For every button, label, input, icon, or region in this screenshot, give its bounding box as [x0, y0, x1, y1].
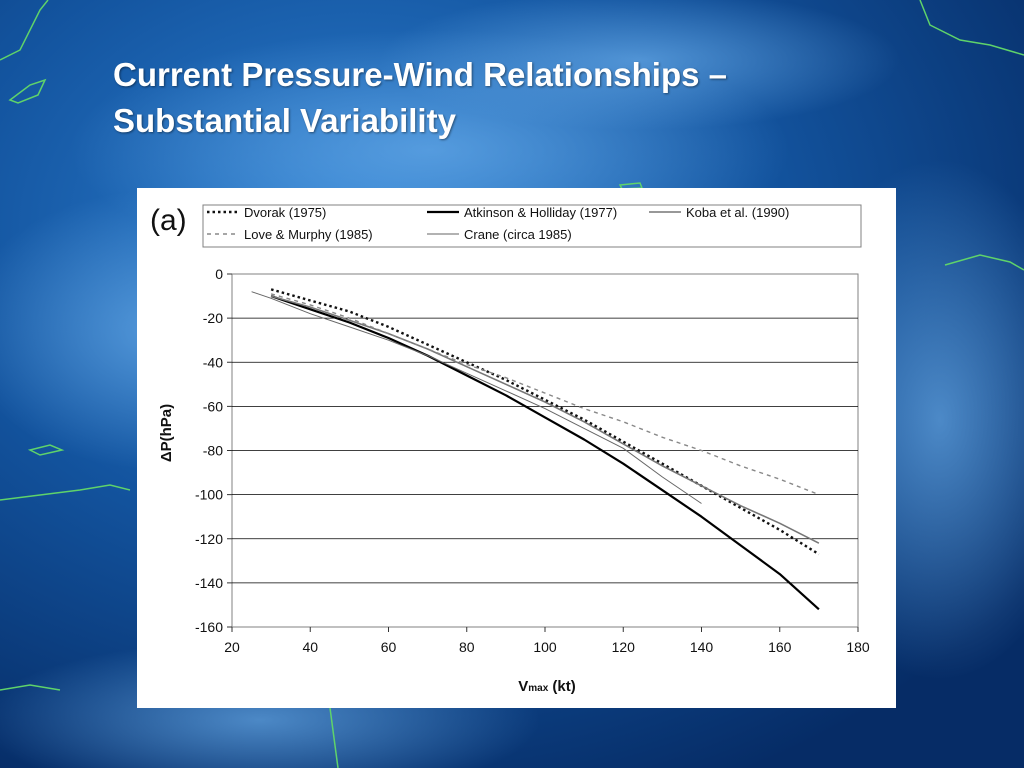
y-tick-label: -20 — [203, 310, 223, 326]
x-tick-label: 140 — [690, 639, 714, 655]
slide-title-line-1: Current Pressure-Wind Relationships – — [113, 56, 727, 93]
x-tick-label: 60 — [381, 639, 397, 655]
y-tick-label: 0 — [215, 266, 223, 282]
y-tick-label: -120 — [195, 531, 223, 547]
y-tick-label: -40 — [203, 354, 223, 370]
chart-figure: (a) Dvorak (1975) Atkinson & Holliday (19… — [137, 188, 896, 708]
series-line-5 — [251, 291, 702, 504]
x-tick-label: 40 — [302, 639, 318, 655]
slide-title-line-2: Substantial Variability — [113, 102, 456, 139]
y-axis-label: ΔP(hPa) — [158, 404, 175, 462]
series-line-2 — [270, 295, 820, 611]
x-tick-label: 20 — [224, 639, 240, 655]
pressure-wind-chart: (a) Dvorak (1975) Atkinson & Holliday (19… — [150, 204, 870, 695]
y-tick-label: -100 — [195, 487, 223, 503]
x-tick-label: 120 — [612, 639, 636, 655]
y-tick-label: -160 — [195, 619, 223, 635]
chart-legend: Dvorak (1975) Atkinson & Holliday (1977) K… — [202, 204, 862, 248]
x-tick-label: 180 — [846, 639, 870, 655]
legend-label-4: Love & Murphy (1985) — [244, 227, 373, 242]
panel-label: (a) — [150, 204, 187, 237]
legend-label-3: Koba et al. (1990) — [686, 205, 789, 220]
x-axis-label-sub: max — [528, 683, 548, 694]
slide-title: Current Pressure-Wind Relationships – Su… — [113, 52, 993, 144]
y-tick-label: -140 — [195, 575, 223, 591]
x-axis-label-main: V — [518, 678, 528, 695]
x-tick-label: 80 — [459, 639, 475, 655]
x-axis-label-unit: (kt) — [548, 678, 576, 695]
legend-label-5: Crane (circa 1985) — [464, 227, 572, 242]
y-tick-label: -80 — [203, 443, 223, 459]
x-tick-label: 100 — [533, 639, 557, 655]
x-tick-label: 160 — [768, 639, 792, 655]
y-tick-label: -60 — [203, 398, 223, 414]
x-axis-label: Vmax (kt) — [518, 678, 576, 695]
legend-label-1: Dvorak (1975) — [244, 205, 326, 220]
legend-label-2: Atkinson & Holliday (1977) — [464, 205, 617, 220]
legend-frame — [202, 204, 862, 248]
series-line-3 — [270, 295, 820, 544]
series-line-4 — [270, 293, 820, 496]
series-line-1 — [270, 288, 820, 556]
